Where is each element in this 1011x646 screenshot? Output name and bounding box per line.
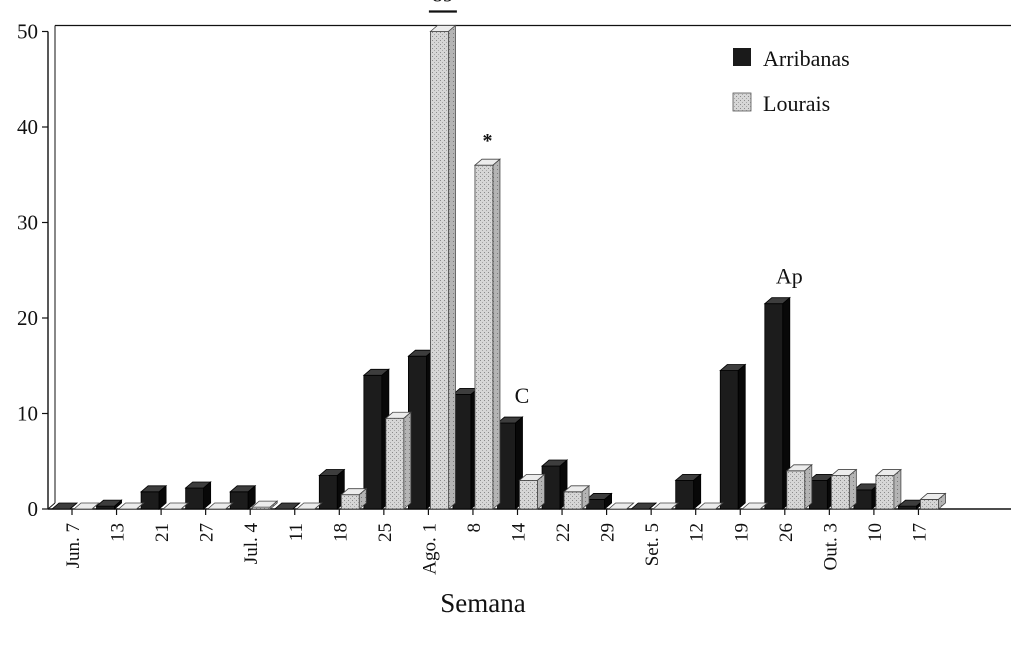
x-tick-label: 11 xyxy=(286,523,307,541)
bar-arribanas-jul-4 xyxy=(230,486,255,509)
bar-lourais-19 xyxy=(742,503,767,509)
x-tick-label: Jul. 4 xyxy=(241,523,262,565)
y-tick-label: 10 xyxy=(17,402,38,426)
bar-lourais-13 xyxy=(119,503,144,509)
bar-annotation: Ap xyxy=(776,264,803,289)
y-tick-label: 40 xyxy=(17,115,38,139)
bar-lourais-jul-4 xyxy=(252,501,277,509)
bar-annotation: 89 xyxy=(432,0,454,7)
bar-arribanas-8 xyxy=(453,388,478,509)
x-tick-label: 21 xyxy=(152,523,173,542)
bar-lourais-12 xyxy=(698,503,723,509)
bar-arribanas-out-3 xyxy=(809,474,834,509)
bar-lourais-22 xyxy=(564,486,589,509)
legend-swatch-arribanas xyxy=(733,48,751,66)
legend-label-arribanas: Arribanas xyxy=(763,46,850,71)
bar-annotation: C xyxy=(515,383,530,408)
bar-arribanas-12 xyxy=(676,474,701,509)
bar-lourais-10 xyxy=(876,470,901,509)
bar-arribanas-21 xyxy=(141,486,166,509)
bar-arribanas-22 xyxy=(542,460,567,509)
bar-arribanas-19 xyxy=(720,365,745,509)
bar-arribanas-11 xyxy=(275,503,300,509)
legend-swatch-lourais xyxy=(733,93,751,111)
x-tick-label: 25 xyxy=(375,523,396,542)
bar-arribanas-17 xyxy=(898,500,923,509)
x-tick-label: Set. 5 xyxy=(642,523,663,566)
bar-arribanas-set-5 xyxy=(631,503,656,509)
bar-lourais-17 xyxy=(920,493,945,509)
bar-lourais-11 xyxy=(297,503,322,509)
x-tick-label: Jun. 7 xyxy=(63,523,84,568)
bar-arribanas-14 xyxy=(498,417,523,509)
legend: Arribanas Lourais xyxy=(733,46,850,116)
bar-lourais-21 xyxy=(163,503,188,509)
x-tick-label: 14 xyxy=(509,523,530,543)
x-tick-label: 8 xyxy=(464,523,485,533)
x-axis-title: Semana xyxy=(440,588,525,618)
bar-arribanas-10 xyxy=(854,484,879,509)
bar-arribanas-jun-7 xyxy=(52,503,77,509)
x-tick-label: 26 xyxy=(776,523,797,542)
bar-lourais-jun-7 xyxy=(74,503,99,509)
x-tick-label: 17 xyxy=(909,523,930,542)
bar-lourais-8 xyxy=(475,159,500,509)
x-tick-label: 18 xyxy=(330,523,351,542)
bar-lourais-ago-1 xyxy=(430,26,455,510)
bar-lourais-26 xyxy=(787,465,812,509)
y-tick-label: 0 xyxy=(28,497,39,521)
x-tick-label: 22 xyxy=(553,523,574,542)
bar-arribanas-25 xyxy=(364,369,389,509)
x-tick-label: 19 xyxy=(731,523,752,542)
bar-lourais-out-3 xyxy=(831,470,856,509)
bar-lourais-set-5 xyxy=(653,503,678,509)
significance-marker: * xyxy=(482,130,492,152)
x-tick-label: 27 xyxy=(197,523,218,542)
bar-arribanas-ago-1 xyxy=(408,350,433,509)
x-tick-label: 10 xyxy=(865,523,886,542)
bar-lourais-14 xyxy=(520,474,545,509)
bar-arribanas-13 xyxy=(97,500,122,509)
bar-arribanas-27 xyxy=(186,482,211,509)
bar-arribanas-26 xyxy=(765,298,790,509)
x-tick-label: Out. 3 xyxy=(820,523,841,571)
y-tick-label: 30 xyxy=(17,211,38,235)
x-tick-label: 13 xyxy=(108,523,129,542)
y-tick-label: 50 xyxy=(17,20,38,44)
bar-lourais-29 xyxy=(609,503,634,509)
x-tick-label: 12 xyxy=(687,523,708,542)
bar-arribanas-18 xyxy=(319,470,344,509)
x-tick-label: Ago. 1 xyxy=(419,523,440,575)
y-tick-label: 20 xyxy=(17,306,38,330)
legend-label-lourais: Lourais xyxy=(763,91,830,116)
x-tick-label: 29 xyxy=(598,523,619,542)
bar-lourais-25 xyxy=(386,412,411,509)
bar-lourais-27 xyxy=(208,503,233,509)
bar-lourais-18 xyxy=(341,489,366,509)
bar-arribanas-29 xyxy=(587,493,612,509)
